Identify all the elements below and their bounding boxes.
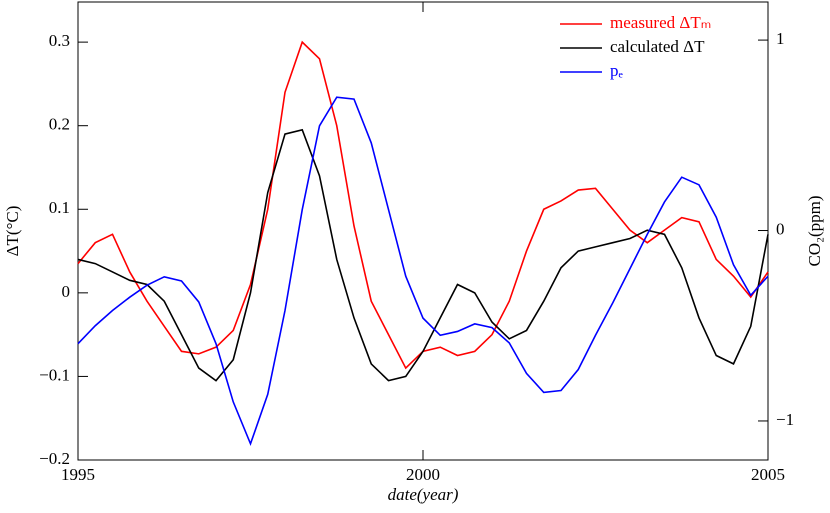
- y-tick-label: −0.1: [39, 365, 70, 384]
- y-tick-label: 0.2: [49, 115, 70, 134]
- legend-label: measured ΔTₘ: [610, 13, 711, 32]
- series-line: [77, 128, 769, 382]
- y2-axis-label: CO₂(ppm): [805, 195, 824, 266]
- x-tick-label: 2005: [751, 465, 785, 484]
- legend-label: calculated ΔT: [610, 37, 705, 56]
- series-line: [77, 96, 769, 447]
- x-tick-label: 1995: [61, 465, 95, 484]
- y2-tick-label: 1: [776, 29, 785, 48]
- y-tick-label: 0: [62, 282, 71, 301]
- x-tick-label: 2000: [406, 465, 440, 484]
- y-tick-label: −0.2: [39, 449, 70, 468]
- legend-label: pₑ: [610, 61, 624, 80]
- y-axis-label: ΔT(°C): [3, 206, 22, 257]
- y2-tick-label: −1: [776, 410, 794, 429]
- y-tick-label: 0.3: [49, 31, 70, 50]
- y-tick-label: 0.1: [49, 198, 70, 217]
- x-axis-label: date(year): [388, 485, 459, 504]
- y2-tick-label: 0: [776, 219, 785, 238]
